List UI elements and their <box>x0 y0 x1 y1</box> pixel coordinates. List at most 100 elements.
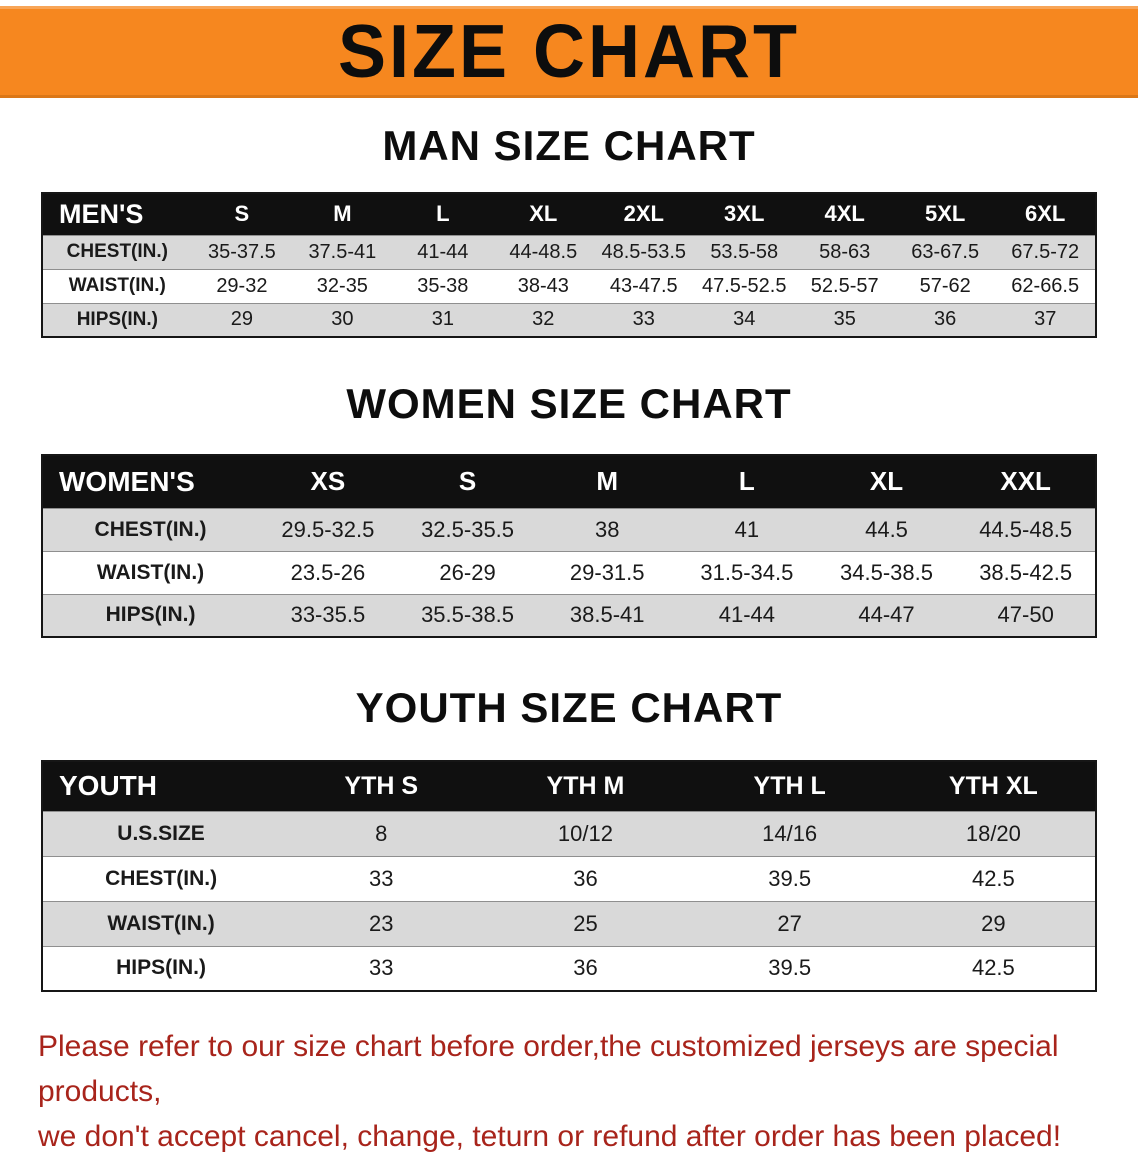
men-value-cell: 34 <box>694 302 795 338</box>
youth-value-cell: 39.5 <box>687 855 892 902</box>
men-value-cell: 32-35 <box>292 268 393 304</box>
men-value-cell: 35 <box>794 302 895 338</box>
youth-value-cell: 23 <box>279 900 484 947</box>
men-size-table-wrap: MEN'S S M L XL 2XL 3XL 4XL 5XL 6XL CHEST(IN.) 35-37… <box>41 192 1097 338</box>
women-value-cell: 41-44 <box>677 593 817 638</box>
footer-notice: Please refer to our size chart before or… <box>38 1024 1100 1159</box>
men-value-cell: 35-38 <box>392 268 494 304</box>
men-header-row: MEN'S S M L XL 2XL 3XL 4XL 5XL 6XL <box>42 193 1096 235</box>
women-table-row: WAIST(IN.) 23.5-26 26-29 29-31.5 31.5-34.5 34… <box>42 550 1096 595</box>
men-section: MAN SIZE CHART MEN'S S M L XL 2XL 3XL 4XL 5XL 6XL… <box>0 122 1138 338</box>
youth-value-cell: 27 <box>687 900 892 947</box>
men-value-cell: 32 <box>493 302 594 338</box>
youth-value-cell: 39.5 <box>687 945 892 992</box>
women-row-label: WAIST(IN.) <box>42 550 259 595</box>
youth-header-row: YOUTH YTH S YTH M YTH L YTH XL <box>42 761 1096 811</box>
youth-table-row: U.S.SIZE 8 10/12 14/16 18/20 <box>42 810 1096 857</box>
women-size-table: WOMEN'S XS S M L XL XXL CHEST(IN.) 29.5-32.5 32.5… <box>41 454 1097 638</box>
youth-section: YOUTH SIZE CHART YOUTH YTH S YTH M YTH L YTH… <box>0 684 1138 992</box>
women-value-cell: 44.5-48.5 <box>956 507 1096 552</box>
women-size-header-cell: S <box>397 455 538 508</box>
page-title: SIZE CHART <box>338 10 800 95</box>
men-value-cell: 36 <box>894 302 996 338</box>
youth-value-cell: 36 <box>483 945 688 992</box>
women-section-heading: WOMEN SIZE CHART <box>346 380 792 427</box>
youth-row-label: CHEST(IN.) <box>42 855 280 902</box>
youth-size-table-wrap: YOUTH YTH S YTH M YTH L YTH XL U.S.SIZE 8 10/12… <box>41 760 1097 992</box>
women-size-table-wrap: WOMEN'S XS S M L XL XXL CHEST(IN.) 29.5-32.5 32.5… <box>41 454 1097 638</box>
men-value-cell: 57-62 <box>894 268 996 304</box>
youth-size-table: YOUTH YTH S YTH M YTH L YTH XL U.S.SIZE 8 10/12… <box>41 760 1097 992</box>
youth-size-header-cell: YTH S <box>279 761 484 811</box>
notice-line-2: we don't accept cancel, change, teturn o… <box>38 1120 1062 1153</box>
women-table-corner-label: WOMEN'S <box>42 455 259 508</box>
women-value-cell: 47-50 <box>956 593 1096 638</box>
men-value-cell: 58-63 <box>794 234 895 270</box>
youth-value-cell: 33 <box>279 945 484 992</box>
men-value-cell: 35-37.5 <box>191 234 293 270</box>
men-value-cell: 48.5-53.5 <box>593 234 694 270</box>
men-value-cell: 67.5-72 <box>995 234 1096 270</box>
men-value-cell: 37.5-41 <box>292 234 393 270</box>
youth-value-cell: 29 <box>891 900 1096 947</box>
youth-table-row: CHEST(IN.) 33 36 39.5 42.5 <box>42 855 1096 902</box>
youth-section-heading: YOUTH SIZE CHART <box>355 684 783 731</box>
women-value-cell: 44.5 <box>816 507 957 552</box>
women-value-cell: 35.5-38.5 <box>397 593 538 638</box>
youth-value-cell: 33 <box>279 855 484 902</box>
women-row-label: CHEST(IN.) <box>42 507 259 552</box>
men-value-cell: 29 <box>191 302 293 338</box>
men-value-cell: 44-48.5 <box>493 234 594 270</box>
men-size-header-cell: S <box>191 193 293 235</box>
women-value-cell: 32.5-35.5 <box>397 507 538 552</box>
youth-value-cell: 18/20 <box>891 810 1096 857</box>
women-size-header-cell: XS <box>258 455 398 508</box>
youth-value-cell: 36 <box>483 855 688 902</box>
youth-value-cell: 14/16 <box>687 810 892 857</box>
youth-size-header-cell: YTH XL <box>891 761 1096 811</box>
women-size-header-cell: M <box>537 455 678 508</box>
women-value-cell: 34.5-38.5 <box>816 550 957 595</box>
women-value-cell: 29.5-32.5 <box>258 507 398 552</box>
men-value-cell: 43-47.5 <box>593 268 694 304</box>
men-size-header-cell: XL <box>493 193 594 235</box>
youth-value-cell: 42.5 <box>891 945 1096 992</box>
youth-value-cell: 8 <box>279 810 484 857</box>
men-table-corner-label: MEN'S <box>42 193 192 235</box>
youth-table-row: HIPS(IN.) 33 36 39.5 42.5 <box>42 945 1096 992</box>
youth-row-label: HIPS(IN.) <box>42 945 280 992</box>
women-value-cell: 41 <box>677 507 817 552</box>
men-value-cell: 29-32 <box>191 268 293 304</box>
men-value-cell: 31 <box>392 302 494 338</box>
men-value-cell: 52.5-57 <box>794 268 895 304</box>
women-header-row: WOMEN'S XS S M L XL XXL <box>42 455 1096 508</box>
men-value-cell: 33 <box>593 302 694 338</box>
youth-size-header-cell: YTH L <box>687 761 892 811</box>
men-table-row: WAIST(IN.) 29-32 32-35 35-38 38-43 43-47.5 47.… <box>42 268 1096 304</box>
women-size-header-cell: XL <box>816 455 957 508</box>
men-table-row: HIPS(IN.) 29 30 31 32 33 34 35 36 37 <box>42 302 1096 338</box>
women-size-header-cell: XXL <box>956 455 1096 508</box>
youth-table-row: WAIST(IN.) 23 25 27 29 <box>42 900 1096 947</box>
men-value-cell: 62-66.5 <box>995 268 1096 304</box>
men-value-cell: 41-44 <box>392 234 494 270</box>
women-section: WOMEN SIZE CHART WOMEN'S XS S M L XL XXL CHEST(… <box>0 380 1138 638</box>
banner: SIZE CHART <box>0 6 1138 98</box>
men-value-cell: 37 <box>995 302 1096 338</box>
notice-line-1: Please refer to our size chart before or… <box>38 1030 1059 1108</box>
youth-value-cell: 42.5 <box>891 855 1096 902</box>
women-table-row: HIPS(IN.) 33-35.5 35.5-38.5 38.5-41 41-44 44-… <box>42 593 1096 638</box>
women-value-cell: 23.5-26 <box>258 550 398 595</box>
men-size-header-cell: 6XL <box>995 193 1096 235</box>
men-row-label: WAIST(IN.) <box>42 268 192 304</box>
women-value-cell: 31.5-34.5 <box>677 550 817 595</box>
men-value-cell: 38-43 <box>493 268 594 304</box>
youth-value-cell: 10/12 <box>483 810 688 857</box>
women-value-cell: 33-35.5 <box>258 593 398 638</box>
youth-value-cell: 25 <box>483 900 688 947</box>
youth-size-header-cell: YTH M <box>483 761 688 811</box>
men-value-cell: 30 <box>292 302 393 338</box>
women-value-cell: 38.5-41 <box>537 593 678 638</box>
men-size-table: MEN'S S M L XL 2XL 3XL 4XL 5XL 6XL CHEST(IN.) 35-37… <box>41 192 1097 338</box>
women-size-header-cell: L <box>677 455 817 508</box>
